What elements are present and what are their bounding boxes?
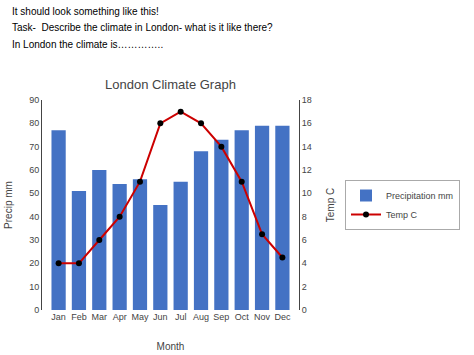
svg-text:Aug: Aug [193, 312, 209, 322]
svg-text:Temp C: Temp C [386, 210, 418, 220]
svg-text:10: 10 [302, 188, 312, 198]
svg-text:20: 20 [29, 258, 39, 268]
svg-text:Feb: Feb [71, 312, 87, 322]
svg-text:10: 10 [29, 282, 39, 292]
svg-text:Dec: Dec [274, 312, 291, 322]
svg-text:4: 4 [302, 258, 307, 268]
svg-text:Month: Month [157, 341, 185, 352]
svg-text:8: 8 [302, 212, 307, 222]
svg-text:In London the climate is…………..: In London the climate is………….. [12, 39, 163, 50]
svg-text:70: 70 [29, 142, 39, 152]
svg-text:16: 16 [302, 118, 312, 128]
svg-text:London Climate Graph: London Climate Graph [105, 77, 236, 92]
svg-text:Sep: Sep [213, 312, 229, 322]
svg-text:It should look something like: It should look something like this! [12, 6, 159, 17]
svg-text:12: 12 [302, 165, 312, 175]
svg-text:40: 40 [29, 212, 39, 222]
svg-text:Oct: Oct [235, 312, 250, 322]
svg-text:May: May [131, 312, 149, 322]
svg-text:Precip mm: Precip mm [3, 181, 14, 229]
svg-text:Temp C: Temp C [325, 188, 336, 222]
svg-text:50: 50 [29, 188, 39, 198]
svg-text:Apr: Apr [113, 312, 127, 322]
svg-text:Nov: Nov [254, 312, 271, 322]
svg-text:80: 80 [29, 118, 39, 128]
svg-text:18: 18 [302, 95, 312, 105]
svg-text:Task- Describe the climate in: Task- Describe the climate in London- wh… [12, 22, 273, 33]
svg-text:2: 2 [302, 282, 307, 292]
svg-text:60: 60 [29, 165, 39, 175]
svg-text:6: 6 [302, 235, 307, 245]
svg-text:0: 0 [302, 305, 307, 315]
svg-text:30: 30 [29, 235, 39, 245]
svg-text:90: 90 [29, 95, 39, 105]
svg-text:Precipitation mm: Precipitation mm [386, 191, 453, 201]
svg-text:0: 0 [34, 305, 39, 315]
svg-text:Jan: Jan [51, 312, 66, 322]
svg-text:Mar: Mar [92, 312, 108, 322]
svg-text:14: 14 [302, 142, 312, 152]
svg-text:Jun: Jun [153, 312, 168, 322]
svg-text:Jul: Jul [175, 312, 187, 322]
